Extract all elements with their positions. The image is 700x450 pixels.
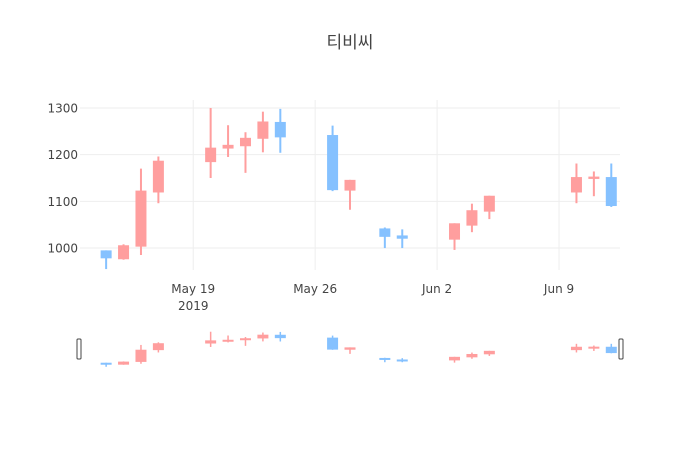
candle-body [449, 356, 461, 361]
candle-decreasing[interactable] [274, 108, 286, 153]
candle-increasing[interactable] [205, 107, 217, 178]
candle-body [344, 347, 356, 350]
candle-increasing[interactable] [118, 361, 130, 365]
candle-body [118, 245, 130, 260]
x-tick-label: May 19 [171, 282, 215, 296]
x-axis-ticks: May 19 2019 May 26 Jun 2 Jun 9 [171, 282, 574, 313]
candle-decreasing[interactable] [100, 362, 112, 367]
candle-decreasing[interactable] [379, 357, 391, 363]
candle-increasing[interactable] [344, 347, 356, 354]
candle-increasing[interactable] [205, 331, 217, 347]
candle-increasing[interactable] [449, 356, 461, 363]
range-slider-candles [100, 331, 617, 367]
candle-increasing[interactable] [257, 332, 269, 342]
candle-body [344, 179, 356, 191]
candle-body [135, 349, 147, 362]
candle-body [327, 135, 339, 191]
candle-increasing[interactable] [118, 244, 130, 260]
candle-body [135, 190, 147, 247]
candle-body [570, 346, 582, 351]
candle-increasing[interactable] [239, 132, 251, 173]
candle-increasing[interactable] [135, 344, 147, 364]
candle-body [205, 147, 217, 163]
candle-increasing[interactable] [588, 345, 600, 351]
candle-increasing[interactable] [222, 335, 234, 343]
candle-body [605, 346, 617, 354]
candle-body [588, 176, 600, 179]
candles[interactable] [100, 107, 617, 270]
candle-decreasing[interactable] [379, 227, 391, 249]
candle-body [570, 177, 582, 193]
candle-body [588, 346, 600, 349]
candle-body [274, 121, 286, 138]
candle-increasing[interactable] [344, 179, 356, 210]
candle-increasing[interactable] [152, 342, 164, 353]
candle-body [100, 250, 112, 259]
candle-increasing[interactable] [570, 343, 582, 353]
y-tick-label: 1000 [47, 242, 78, 256]
candle-increasing[interactable] [152, 156, 164, 204]
candle-body [152, 343, 164, 351]
candle-body [222, 144, 234, 149]
candle-body [100, 362, 112, 365]
candle-body [239, 137, 251, 147]
candle-body [327, 337, 339, 350]
candle-body [396, 359, 408, 362]
candle-body [257, 121, 269, 139]
candle-body [222, 339, 234, 342]
candle-body [605, 177, 617, 207]
candle-body [257, 334, 269, 339]
range-slider-right-handle[interactable] [618, 338, 624, 360]
candle-decreasing[interactable] [327, 125, 339, 192]
y-tick-label: 1100 [47, 195, 78, 209]
candle-increasing[interactable] [483, 350, 495, 356]
candle-body [396, 235, 408, 239]
candle-increasing[interactable] [135, 168, 147, 256]
candle-increasing[interactable] [588, 171, 600, 197]
candle-decreasing[interactable] [396, 229, 408, 249]
candle-increasing[interactable] [570, 163, 582, 204]
y-tick-label: 1300 [47, 101, 78, 115]
candle-decreasing[interactable] [605, 163, 617, 207]
gridlines [80, 100, 620, 270]
candle-decreasing[interactable] [605, 343, 617, 354]
candle-decreasing[interactable] [100, 250, 112, 270]
candle-increasing[interactable] [257, 111, 269, 153]
y-axis-ticks: 1000 1100 1200 1300 [47, 101, 78, 255]
range-slider[interactable] [76, 331, 624, 367]
candle-decreasing[interactable] [327, 335, 339, 350]
candle-body [274, 334, 286, 339]
candle-increasing[interactable] [466, 352, 478, 359]
range-slider-left-handle[interactable] [76, 338, 82, 360]
candle-body [118, 361, 130, 365]
candle-increasing[interactable] [239, 337, 251, 346]
candle-body [152, 160, 164, 193]
candle-decreasing[interactable] [274, 331, 286, 342]
x-tick-year-label: 2019 [178, 299, 209, 313]
candle-body [466, 353, 478, 358]
candle-body [449, 223, 461, 240]
candle-body [239, 338, 251, 341]
candle-increasing[interactable] [449, 223, 461, 250]
candle-decreasing[interactable] [396, 358, 408, 363]
candle-body [379, 228, 391, 237]
candle-body [379, 357, 391, 360]
x-tick-label: May 26 [293, 282, 337, 296]
candle-body [483, 350, 495, 355]
x-tick-label: Jun 2 [421, 282, 452, 296]
candle-increasing[interactable] [466, 203, 478, 233]
candle-body [205, 340, 217, 344]
candle-body [483, 195, 495, 212]
y-tick-label: 1200 [47, 148, 78, 162]
candle-body [466, 210, 478, 226]
candle-increasing[interactable] [483, 195, 495, 220]
candle-increasing[interactable] [222, 125, 234, 157]
x-tick-label: Jun 9 [543, 282, 574, 296]
chart-title: 티비씨 [327, 33, 374, 53]
